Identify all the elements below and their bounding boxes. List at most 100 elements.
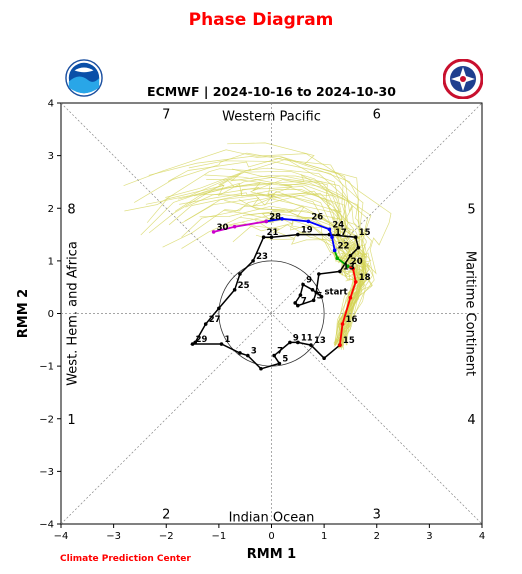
footer-credit: Climate Prediction Center	[60, 554, 191, 564]
observed-track-point	[322, 356, 326, 361]
observed-track-day-label: 13	[314, 336, 326, 346]
x-tick-label: −1	[212, 531, 227, 542]
forecast-track-red-point	[353, 280, 358, 284]
y-tick-label: −4	[39, 520, 54, 531]
phase-number: 8	[67, 202, 75, 217]
forecast-track-blue-point	[327, 227, 332, 232]
observed-track-day-label: 29	[196, 335, 208, 345]
forecast-track-green-point	[335, 256, 340, 261]
observed-track-point	[259, 366, 263, 371]
observed-track-day-label: 23	[256, 252, 268, 262]
observed-track-day-label: 27	[209, 315, 221, 325]
x-tick-label: −3	[106, 531, 121, 542]
observed-track-day-label: 3	[251, 347, 257, 357]
y-tick-label: −3	[39, 467, 54, 478]
observed-track-point	[317, 272, 321, 276]
region-label-left: West. Hem. and Africa	[66, 241, 81, 386]
ensemble-line	[184, 190, 365, 346]
observed-track-point	[309, 343, 313, 347]
observed-track-point	[238, 351, 242, 355]
forecast-track-green-point	[346, 264, 350, 268]
observed-track-day-label: 7	[301, 297, 307, 307]
forecast-track-blue	[266, 217, 336, 251]
ensemble-line	[231, 168, 373, 346]
observed-track-point	[219, 342, 224, 346]
observed-track-point	[310, 288, 315, 292]
observed-track-point	[348, 253, 353, 258]
ensemble-line	[124, 158, 365, 344]
observed-track-day-label: 1	[225, 335, 231, 345]
observed-track-day-label: 5	[317, 291, 323, 301]
y-tick-label: −1	[39, 362, 54, 373]
observed-track-point	[293, 301, 297, 305]
observed-track-point	[288, 340, 292, 345]
observed-track-day-label: start	[324, 288, 347, 298]
forecast-track-blue-day-label: 17	[335, 228, 347, 238]
x-tick-label: 4	[479, 531, 485, 542]
observed-track-day-label: 11	[301, 333, 313, 343]
observed-track-point	[251, 259, 255, 263]
chart-title: ECMWF | 2024-10-16 to 2024-10-30	[147, 84, 396, 99]
forecast-track-red-day-label: 20	[351, 257, 363, 267]
ensemble-line	[242, 212, 365, 346]
ensemble-line	[174, 182, 365, 343]
ensemble-line	[134, 152, 368, 345]
x-tick-label: −2	[159, 531, 174, 542]
labels: ECMWF | 2024-10-16 to 2024-10-30 RMM 1 RMM…	[16, 84, 478, 562]
forecast-track-magenta-point	[264, 219, 269, 224]
observed-track-point	[338, 269, 342, 274]
observed-track-point	[296, 340, 300, 345]
observed-track-day-label: 5	[282, 354, 288, 364]
page-title: Phase Diagram	[188, 10, 334, 30]
forecast-track-blue-point	[280, 216, 284, 221]
phase-number: 7	[162, 108, 170, 123]
y-tick-label: 1	[48, 256, 54, 267]
observed-track-point	[356, 245, 361, 250]
x-axis-label: RMM 1	[247, 547, 296, 562]
ensemble-line	[215, 211, 360, 349]
observed-track-day-label: 19	[301, 226, 313, 236]
observed-track-point	[217, 306, 221, 311]
observed-track-day-label: 9	[306, 276, 312, 286]
ensemble-line	[255, 234, 363, 345]
observed-track-day-label: 21	[267, 228, 279, 238]
forecast-track-blue-day-label: 28	[269, 212, 281, 222]
y-tick-label: −2	[39, 414, 54, 425]
noaa-logo	[65, 59, 103, 97]
y-tick-label: 4	[48, 99, 54, 110]
observed-track-day-label: 7	[277, 347, 283, 357]
observed-track-point	[319, 294, 324, 299]
forecast-track-red-point	[340, 322, 345, 326]
diagonal-line	[60, 102, 483, 525]
forecast-track-blue-point	[306, 219, 311, 224]
ensemble-line	[148, 180, 365, 346]
forecast-track-blue-day-label: 24	[332, 220, 344, 230]
observed-track-point	[232, 288, 237, 292]
forecast-track-green-day-label: 22	[338, 241, 350, 251]
x-tick-label: 3	[426, 531, 432, 542]
y-tick-label: 3	[48, 151, 54, 162]
forecast-track-magenta-point	[211, 230, 216, 234]
region-label-bottom: Indian Ocean	[229, 511, 315, 526]
observed-track-point	[298, 293, 303, 297]
y-tick-label: 0	[48, 309, 54, 320]
forecast-track-blue-point	[330, 235, 334, 239]
y-tick-label: 2	[48, 204, 54, 215]
forecast-track-red-point	[351, 266, 355, 271]
forecast-track-blue-day-label: 26	[311, 212, 323, 222]
forecast-track-magenta-day-label: 30	[217, 223, 229, 233]
ensemble-member-lines	[123, 142, 392, 350]
phase-number: 3	[373, 507, 381, 522]
forecast-track-magenta-point	[232, 224, 237, 229]
nws-logo	[443, 59, 483, 99]
phase-number: 1	[67, 413, 75, 428]
observed-track-day-label: 15	[359, 228, 371, 238]
region-label-top: Western Pacific	[222, 110, 321, 125]
observed-track-day-label: 15	[343, 336, 355, 346]
observed-track-day-label: 9	[293, 333, 299, 343]
observed-track-point	[261, 235, 266, 239]
observed-track-point	[190, 342, 195, 346]
tracks	[189, 216, 361, 371]
x-tick-label: −4	[54, 531, 69, 542]
